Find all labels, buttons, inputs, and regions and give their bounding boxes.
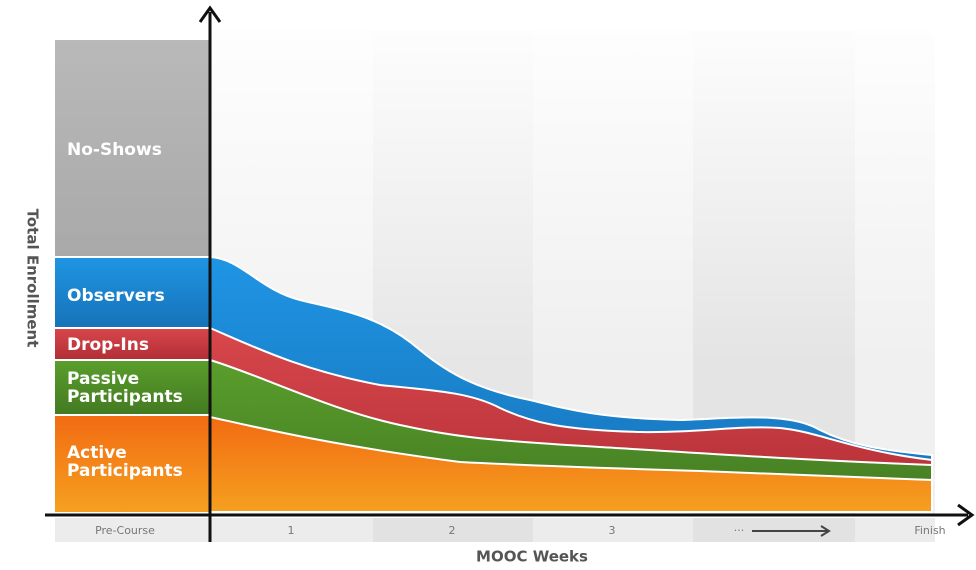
segment-label: Active <box>67 443 127 463</box>
x-label: 1 <box>288 524 295 537</box>
x-axis-label: MOOC Weeks <box>476 548 588 566</box>
pre-course-bar <box>55 40 210 512</box>
segment-label: Participants <box>67 461 183 481</box>
x-label: Finish <box>914 524 945 537</box>
axes <box>45 5 975 542</box>
x-label: ··· <box>734 524 745 537</box>
x-label: 3 <box>609 524 616 537</box>
segment-label: Observers <box>67 286 165 306</box>
x-label: 2 <box>449 524 456 537</box>
segment-label: Passive <box>67 369 139 389</box>
segment-label: Participants <box>67 387 183 407</box>
segment-label: No-Shows <box>67 140 162 160</box>
enrollment-areas <box>209 255 933 513</box>
x-label: Pre-Course <box>95 524 155 537</box>
active-area <box>209 415 933 513</box>
ellipsis-arrow <box>752 525 831 537</box>
y-axis-label: Total Enrollment <box>24 209 42 348</box>
columns <box>0 0 976 542</box>
segment-label: Drop-Ins <box>67 335 149 355</box>
